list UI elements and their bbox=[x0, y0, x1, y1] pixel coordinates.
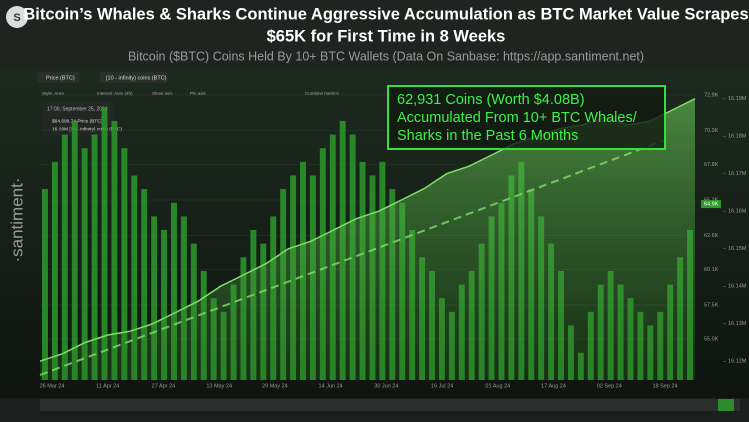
logo-glyph: S bbox=[13, 12, 20, 24]
x-tick-label: 11 Apr 24 bbox=[96, 383, 119, 389]
price-bar bbox=[61, 134, 68, 380]
y2-tick-label: 16.13M bbox=[728, 321, 747, 327]
price-bar bbox=[91, 134, 98, 380]
y-tick-label: 57.5K bbox=[704, 302, 719, 308]
y2-tick-label: 16.14M bbox=[728, 284, 747, 290]
x-tick-label: 26 Mar 24 bbox=[40, 383, 65, 389]
title-line: $65K for First Time in 8 Weeks bbox=[267, 27, 506, 45]
price-bar bbox=[180, 216, 187, 380]
price-bar bbox=[161, 230, 168, 380]
toolbar-item: Pin axis bbox=[190, 91, 207, 96]
legend-chip bbox=[37, 72, 79, 83]
x-tick-label: 18 Sep 24 bbox=[652, 383, 677, 389]
price-bar bbox=[141, 189, 148, 380]
x-tick-label: 30 Jun 24 bbox=[374, 383, 398, 389]
tooltip bbox=[42, 102, 114, 136]
tooltip-text: 16.19M [10 - infinity) coins (BTC) bbox=[52, 126, 123, 132]
current-price-chip bbox=[701, 200, 721, 209]
price-bar bbox=[121, 148, 128, 380]
annotation-box bbox=[387, 85, 666, 150]
annotation-text: 62,931 Coins (Worth $4.08B) bbox=[397, 92, 585, 108]
price-bar bbox=[111, 120, 118, 380]
subtitle: Bitcoin ($BTC) Coins Held By 10+ BTC Wal… bbox=[128, 49, 644, 63]
legend-chip-text: Price (BTC) bbox=[46, 75, 75, 81]
y-tick-label: 67.8K bbox=[704, 162, 719, 168]
current-price-label: 64.9K bbox=[704, 202, 719, 208]
x-tick-label: 02 Sep 24 bbox=[597, 383, 622, 389]
y-tick-label: 60.1K bbox=[704, 267, 719, 273]
y-tick-label: 72.9K bbox=[704, 92, 719, 98]
y2-tick-label: 16.16M bbox=[728, 209, 747, 215]
toolbar-item: Style: Area bbox=[42, 91, 64, 96]
price-bar bbox=[131, 175, 138, 380]
title-line: Bitcoin’s Whales & Sharks Continue Aggre… bbox=[23, 5, 748, 23]
price-bar bbox=[171, 202, 177, 380]
x-tick-label: 17 Aug 24 bbox=[541, 383, 566, 389]
x-tick-label: 01 Aug 24 bbox=[485, 383, 510, 389]
y2-tick-label: 16.15M bbox=[728, 246, 747, 252]
tooltip-text: 17:00, September 25, 2024 bbox=[47, 106, 108, 112]
price-bar bbox=[81, 148, 88, 380]
y-tick-label: 70.3K bbox=[704, 128, 719, 134]
logo bbox=[6, 6, 28, 28]
x-tick-label: 14 Jun 24 bbox=[319, 383, 343, 389]
price-bar bbox=[71, 120, 78, 380]
watermark: ·santiment· bbox=[7, 177, 26, 262]
x-tick-label: 27 Apr 24 bbox=[152, 383, 176, 389]
annotation-text: Sharks in the Past 6 Months bbox=[397, 128, 578, 144]
y2-tick-label: 16.19M bbox=[728, 96, 747, 102]
toolbar-item: Interval: Auto (4h) bbox=[97, 91, 133, 96]
toolbar-item: Combine metrics bbox=[305, 91, 340, 96]
x-tick-label: 29 May 24 bbox=[262, 383, 288, 389]
price-bar bbox=[151, 216, 158, 380]
scroll-handle[interactable] bbox=[718, 399, 734, 411]
annotation-text: Accumulated From 10+ BTC Whales/ bbox=[397, 110, 638, 126]
y2-tick-label: 16.17M bbox=[728, 171, 747, 177]
price-bar bbox=[41, 189, 48, 380]
y2-tick-label: 16.12M bbox=[728, 359, 747, 365]
y-tick-label: 55.0K bbox=[704, 337, 719, 343]
coins-area bbox=[40, 98, 695, 380]
toolbar-item: Show axis bbox=[152, 91, 173, 96]
y-tick-label: 62.6K bbox=[704, 233, 719, 239]
price-bar bbox=[51, 161, 58, 380]
price-bar bbox=[101, 107, 108, 380]
header bbox=[0, 0, 749, 72]
trend-line bbox=[39, 139, 666, 376]
legend-chip bbox=[100, 72, 168, 83]
y2-tick-label: 16.18M bbox=[728, 134, 747, 140]
x-tick-label: 13 May 24 bbox=[206, 383, 232, 389]
legend-chip-text: [10 - infinity) coins (BTC) bbox=[106, 75, 167, 81]
scrollbar[interactable] bbox=[40, 399, 740, 411]
x-tick-label: 16 Jul 24 bbox=[431, 383, 453, 389]
